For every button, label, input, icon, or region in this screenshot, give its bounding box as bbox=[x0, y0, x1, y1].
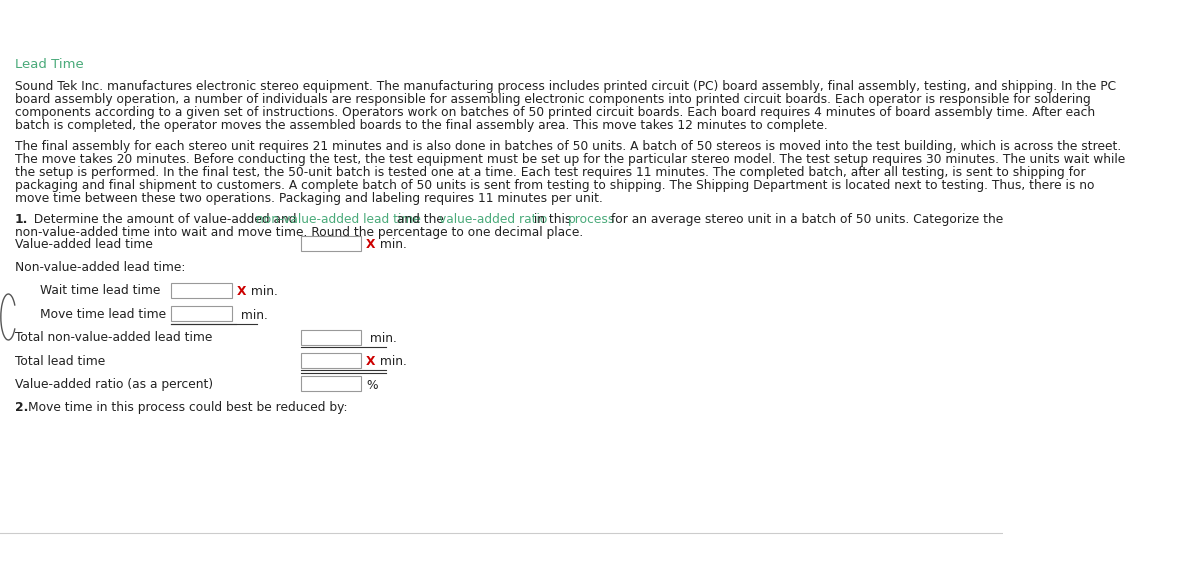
Text: batch is completed, the operator moves the assembled boards to the final assembl: batch is completed, the operator moves t… bbox=[16, 118, 828, 132]
Text: %: % bbox=[366, 379, 378, 392]
Text: Lead Time: Lead Time bbox=[16, 58, 84, 71]
Text: Determine the amount of value-added and: Determine the amount of value-added and bbox=[26, 213, 300, 226]
Text: 2.: 2. bbox=[16, 402, 29, 415]
Text: non-value-added lead time: non-value-added lead time bbox=[256, 213, 420, 226]
Text: X: X bbox=[366, 238, 376, 251]
Bar bbox=[301, 377, 361, 391]
Text: Move time lead time: Move time lead time bbox=[40, 308, 167, 321]
Text: packaging and final shipment to customers. A complete batch of 50 units is sent : packaging and final shipment to customer… bbox=[16, 178, 1094, 192]
Text: Wait time lead time: Wait time lead time bbox=[40, 285, 161, 297]
Text: and the: and the bbox=[394, 213, 448, 226]
Bar bbox=[172, 283, 232, 298]
Text: Total non-value-added lead time: Total non-value-added lead time bbox=[16, 331, 212, 344]
Text: board assembly operation, a number of individuals are responsible for assembling: board assembly operation, a number of in… bbox=[16, 93, 1091, 106]
Text: non-value-added time into wait and move time. Round the percentage to one decima: non-value-added time into wait and move … bbox=[16, 226, 583, 239]
Text: Value-added lead time: Value-added lead time bbox=[16, 238, 152, 251]
Bar bbox=[172, 306, 232, 321]
Text: The final assembly for each stereo unit requires 21 minutes and is also done in : The final assembly for each stereo unit … bbox=[16, 140, 1121, 153]
Text: components according to a given set of instructions. Operators work on batches o: components according to a given set of i… bbox=[16, 106, 1096, 118]
Text: Sound Tek Inc. manufactures electronic stereo equipment. The manufacturing proce: Sound Tek Inc. manufactures electronic s… bbox=[16, 80, 1116, 93]
Text: Move time in this process could best be reduced by:: Move time in this process could best be … bbox=[29, 402, 348, 415]
Text: X: X bbox=[366, 356, 376, 368]
Bar bbox=[301, 236, 361, 251]
Text: value-added ratio: value-added ratio bbox=[439, 213, 547, 226]
Bar bbox=[301, 329, 361, 345]
Text: min.: min. bbox=[366, 332, 397, 345]
Text: min.: min. bbox=[236, 308, 268, 322]
Text: in this: in this bbox=[529, 213, 575, 226]
Text: X: X bbox=[236, 285, 246, 298]
Text: The move takes 20 minutes. Before conducting the test, the test equipment must b: The move takes 20 minutes. Before conduc… bbox=[16, 153, 1126, 166]
Text: the setup is performed. In the final test, the 50-unit batch is tested one at a : the setup is performed. In the final tes… bbox=[16, 166, 1086, 179]
Text: for an average stereo unit in a batch of 50 units. Categorize the: for an average stereo unit in a batch of… bbox=[607, 213, 1003, 226]
Text: 1.: 1. bbox=[16, 213, 29, 226]
Text: Value-added ratio (as a percent): Value-added ratio (as a percent) bbox=[16, 378, 214, 391]
Text: min.: min. bbox=[376, 238, 407, 251]
Text: move time between these two operations. Packaging and labeling requires 11 minut: move time between these two operations. … bbox=[16, 192, 602, 205]
Text: process: process bbox=[568, 213, 614, 226]
Text: min.: min. bbox=[246, 285, 277, 298]
Text: Non-value-added lead time:: Non-value-added lead time: bbox=[16, 261, 186, 274]
Bar bbox=[301, 353, 361, 368]
Text: min.: min. bbox=[376, 356, 407, 368]
Text: Total lead time: Total lead time bbox=[16, 354, 106, 368]
